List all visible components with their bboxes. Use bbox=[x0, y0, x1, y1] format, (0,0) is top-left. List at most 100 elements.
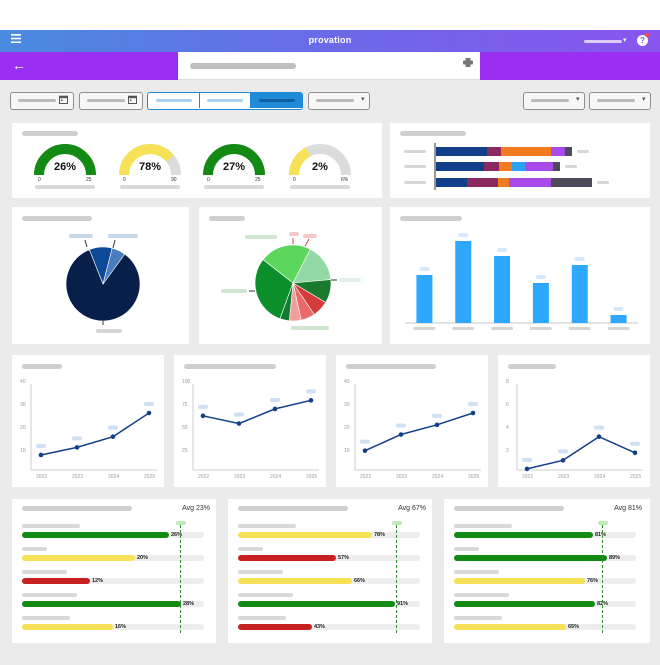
y-tick-label: 40 bbox=[344, 379, 350, 385]
category-label bbox=[491, 327, 514, 330]
gauge-2 bbox=[119, 144, 181, 176]
gauge-label bbox=[35, 185, 95, 189]
bar-value: 43% bbox=[314, 623, 326, 630]
data-point bbox=[200, 413, 206, 419]
period-option-2[interactable] bbox=[200, 93, 251, 108]
printer-icon[interactable] bbox=[463, 58, 473, 70]
calendar-icon[interactable] bbox=[59, 95, 68, 106]
row-label bbox=[22, 524, 80, 528]
chevron-down-icon[interactable]: ▾ bbox=[361, 96, 365, 103]
data-label bbox=[522, 457, 532, 462]
menu-icon[interactable] bbox=[11, 34, 21, 50]
column-bar bbox=[532, 283, 549, 323]
slice-label bbox=[69, 234, 93, 238]
data-point bbox=[362, 448, 368, 453]
category-label bbox=[452, 327, 475, 330]
average-marker bbox=[598, 521, 608, 525]
bar-value: 12% bbox=[92, 577, 104, 584]
y-tick-label: 20 bbox=[20, 425, 26, 431]
card-title bbox=[400, 131, 466, 136]
data-point bbox=[74, 445, 80, 450]
chevron-down-icon[interactable]: ▾ bbox=[576, 96, 580, 103]
data-label bbox=[497, 248, 508, 252]
slice-label bbox=[303, 234, 317, 238]
data-label bbox=[270, 397, 280, 402]
category-label bbox=[413, 327, 436, 330]
back-arrow-icon[interactable]: ← bbox=[12, 57, 26, 73]
period-option-1[interactable] bbox=[148, 93, 200, 108]
gauge-value: 27% bbox=[222, 161, 246, 173]
bar-fill bbox=[454, 555, 607, 561]
end-date-picker[interactable] bbox=[79, 92, 143, 110]
calendar-icon[interactable] bbox=[128, 95, 137, 106]
x-tick-label: 2023 bbox=[558, 474, 569, 480]
series-line bbox=[40, 412, 150, 456]
data-point bbox=[596, 434, 602, 439]
gauge-min: 0 bbox=[123, 177, 126, 183]
bar-value: 78% bbox=[374, 531, 386, 538]
report-title-box bbox=[178, 52, 480, 80]
bar-fill bbox=[238, 555, 336, 561]
gauge-3 bbox=[203, 144, 265, 176]
column-chart-card bbox=[390, 207, 650, 344]
data-label bbox=[613, 307, 624, 311]
pie-slice bbox=[102, 247, 126, 285]
notification-dot bbox=[645, 33, 649, 37]
bar-segment bbox=[484, 162, 499, 171]
data-point bbox=[470, 410, 476, 416]
average-line bbox=[396, 525, 397, 633]
average-line bbox=[180, 525, 181, 633]
data-label bbox=[234, 412, 244, 417]
filter-dropdown-2[interactable]: ▾ bbox=[523, 92, 585, 110]
row-label bbox=[22, 570, 67, 574]
card-title bbox=[400, 216, 462, 221]
help-icon[interactable]: ? bbox=[637, 35, 648, 46]
chevron-down-icon[interactable]: ▾ bbox=[623, 37, 627, 44]
data-label bbox=[468, 402, 478, 407]
card-title bbox=[22, 216, 92, 221]
x-tick-label: 2022 bbox=[522, 474, 533, 480]
y-tick-label: 30 bbox=[20, 402, 26, 408]
period-option-3[interactable] bbox=[251, 93, 302, 108]
data-point bbox=[524, 466, 530, 472]
start-date-picker[interactable] bbox=[10, 92, 74, 110]
filter-dropdown-3[interactable]: ▾ bbox=[589, 92, 651, 110]
bar-segment bbox=[467, 178, 498, 187]
gauge-fill bbox=[34, 144, 96, 176]
series-line bbox=[364, 412, 474, 452]
x-tick-label: 2022 bbox=[36, 474, 47, 480]
x-tick-label: 2024 bbox=[594, 474, 605, 480]
x-tick-label: 2025 bbox=[468, 474, 479, 480]
y-tick-label: 50 bbox=[182, 425, 188, 431]
gauge-label bbox=[120, 185, 180, 189]
bar-segment bbox=[499, 162, 512, 171]
column-bar bbox=[610, 315, 627, 323]
slice-label bbox=[339, 278, 361, 282]
y-tick-label: 4 bbox=[506, 425, 509, 431]
bar-segment bbox=[436, 162, 484, 171]
bar-value: 91% bbox=[397, 600, 409, 607]
data-label bbox=[574, 257, 585, 261]
bar-segment bbox=[487, 147, 501, 156]
average-marker bbox=[176, 521, 186, 525]
user-menu[interactable] bbox=[584, 40, 622, 43]
data-label bbox=[36, 443, 46, 448]
bar-fill bbox=[454, 532, 593, 538]
pie-card-1 bbox=[12, 207, 189, 344]
average-label: Avg 67% bbox=[398, 505, 426, 512]
bar-fill bbox=[238, 624, 312, 630]
bar-value: 28% bbox=[183, 600, 195, 607]
gauge-max: 25 bbox=[255, 177, 261, 183]
card-title bbox=[184, 364, 276, 369]
bar-value: 20% bbox=[137, 554, 149, 561]
row-label bbox=[22, 547, 47, 551]
gauge-max: 25 bbox=[86, 177, 92, 183]
total-label bbox=[565, 165, 577, 168]
data-label bbox=[72, 436, 82, 441]
chevron-down-icon[interactable]: ▾ bbox=[642, 96, 646, 103]
data-point bbox=[434, 422, 440, 428]
card-title bbox=[22, 131, 78, 136]
row-label bbox=[238, 616, 286, 620]
leader-line bbox=[304, 238, 310, 247]
filter-dropdown-1[interactable]: ▾ bbox=[308, 92, 370, 110]
